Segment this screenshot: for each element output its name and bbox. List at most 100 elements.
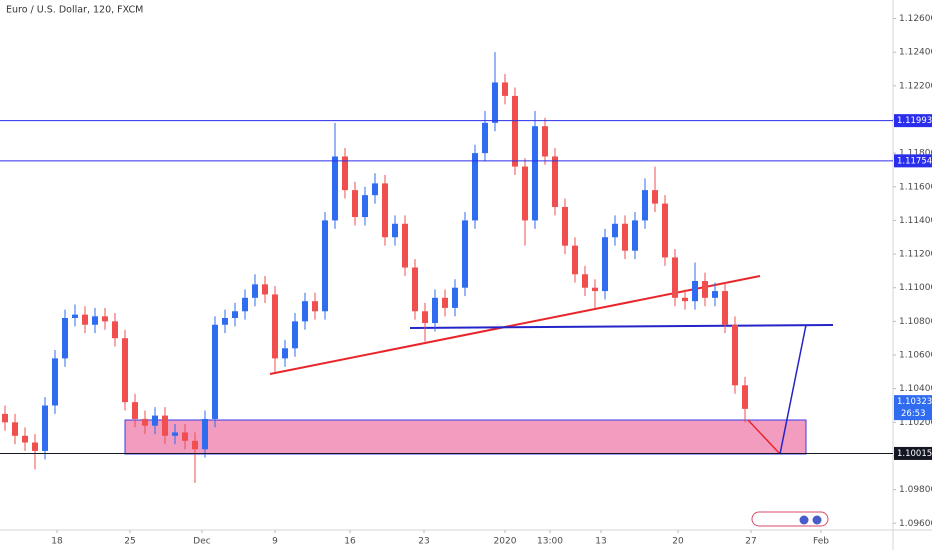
- candle-body: [492, 82, 498, 123]
- last-price-tag: [894, 395, 932, 421]
- candle-body: [652, 190, 658, 204]
- x-tick-label: 18: [51, 537, 63, 547]
- price-tag-label: 1.11993: [897, 116, 932, 126]
- candle-body: [142, 418, 148, 426]
- candle-body: [212, 324, 218, 419]
- trend-line[interactable]: [269, 275, 761, 375]
- candle-body: [282, 348, 288, 359]
- candle-body: [242, 297, 248, 312]
- x-tick-label: 20: [672, 537, 684, 547]
- candle-body: [412, 267, 418, 312]
- candle-body: [592, 287, 598, 292]
- price-tag-label: 1.10015: [897, 449, 932, 459]
- price-tag-label: 1.11754: [897, 156, 932, 166]
- candle-body: [742, 385, 748, 409]
- x-tick-label: 25: [124, 537, 135, 547]
- y-tick-label: 1.09600: [899, 519, 932, 529]
- candle-body: [732, 324, 738, 386]
- candle-body: [682, 297, 688, 302]
- candles: [2, 52, 748, 483]
- candle-body: [182, 432, 188, 441]
- candle-body: [462, 220, 468, 288]
- candle-body: [92, 316, 98, 325]
- candle-body: [402, 223, 408, 268]
- x-tick-label: 2020: [494, 537, 517, 547]
- candle-body: [12, 422, 18, 436]
- candle-body: [132, 402, 138, 419]
- y-tick-label: 1.11400: [899, 216, 932, 226]
- x-tick-label: 27: [745, 537, 756, 547]
- candle-body: [452, 287, 458, 308]
- candle-body: [442, 297, 448, 308]
- y-tick-label: 1.12200: [899, 81, 932, 91]
- candle-body: [562, 206, 568, 246]
- x-tick-label: 13:00: [537, 537, 563, 547]
- candle-body: [372, 183, 378, 196]
- candle-body: [302, 301, 308, 322]
- event-icons[interactable]: [751, 511, 829, 527]
- candle-body: [702, 280, 708, 298]
- chart-title: Euro / U.S. Dollar, 120, FXCM: [6, 5, 143, 16]
- candle-body: [162, 415, 168, 436]
- candle-body: [82, 314, 88, 325]
- candle-body: [22, 435, 28, 443]
- candle-body: [2, 413, 8, 423]
- candle-body: [422, 311, 428, 324]
- candle-body: [312, 301, 318, 312]
- candle-body: [712, 291, 718, 298]
- events-bar[interactable]: [751, 511, 829, 527]
- candle-body: [202, 418, 208, 450]
- candle-body: [602, 237, 608, 292]
- candle-body: [542, 126, 548, 157]
- candle-body: [292, 321, 298, 349]
- candle-body: [232, 311, 238, 318]
- candle-body: [362, 195, 368, 218]
- y-tick-label: 1.11600: [899, 182, 932, 192]
- candle-body: [532, 126, 538, 221]
- event-icon[interactable]: [799, 515, 809, 525]
- candle-body: [32, 442, 38, 451]
- y-tick-label: 1.10600: [899, 351, 932, 361]
- candle-body: [622, 223, 628, 251]
- candle-body: [172, 432, 178, 436]
- y-tick-label: 1.10200: [899, 418, 932, 428]
- x-tick-label: Dec: [193, 537, 210, 547]
- candle-body: [582, 274, 588, 288]
- candle-body: [42, 405, 48, 451]
- x-tick-label: 13: [595, 537, 606, 547]
- candle-body: [192, 440, 198, 450]
- drawings: [124, 275, 834, 455]
- y-tick-label: 1.11800: [899, 149, 932, 159]
- y-tick-label: 1.12600: [899, 14, 932, 24]
- price-tag: [894, 154, 932, 168]
- y-tick-label: 1.11200: [899, 250, 932, 260]
- candle-body: [392, 223, 398, 238]
- x-tick-label: 23: [418, 537, 429, 547]
- candle-body: [512, 95, 518, 167]
- candle-body: [272, 294, 278, 359]
- candle-body: [572, 245, 578, 275]
- candle-body: [672, 257, 678, 298]
- y-tick-label: 1.09800: [899, 485, 932, 495]
- support-zone[interactable]: [124, 419, 807, 455]
- candle-body: [262, 284, 268, 295]
- candle-body: [432, 297, 438, 324]
- candle-body: [472, 153, 478, 221]
- projection-line[interactable]: [747, 419, 781, 455]
- last-price-label: 1.10323: [897, 397, 932, 407]
- x-tick-label: 16: [344, 537, 356, 547]
- candle-body: [222, 318, 228, 325]
- candle-body: [552, 156, 558, 207]
- candle-body: [382, 183, 388, 238]
- candle-body: [612, 223, 618, 238]
- candle-body: [342, 156, 348, 191]
- candle-body: [322, 220, 328, 312]
- x-tick-label: Feb: [813, 537, 829, 547]
- projection-line[interactable]: [779, 324, 807, 455]
- candle-body: [352, 190, 358, 218]
- event-icon[interactable]: [812, 515, 822, 525]
- neckline[interactable]: [409, 324, 834, 329]
- y-tick-label: 1.10400: [899, 384, 932, 394]
- candle-body: [332, 156, 338, 221]
